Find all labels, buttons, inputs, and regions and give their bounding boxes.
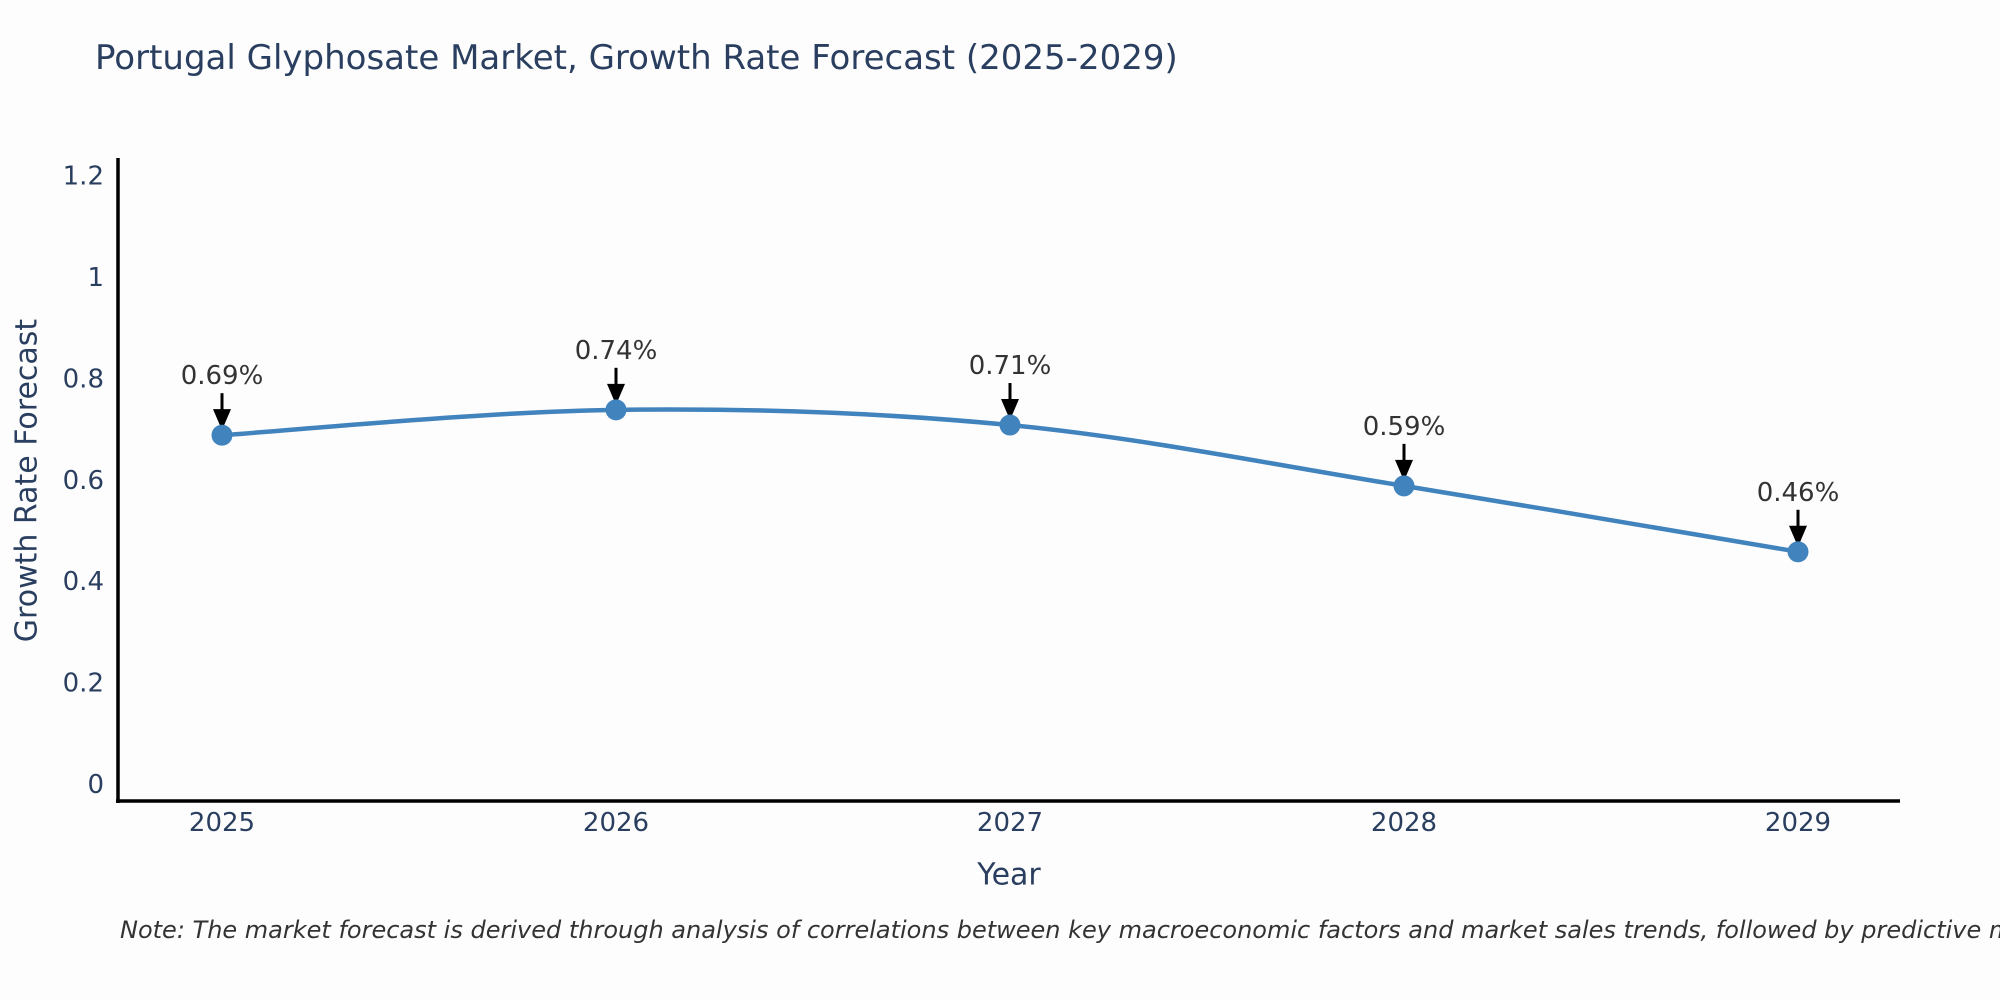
annotation-arrowhead (1789, 525, 1807, 547)
y-tick-label: 0.2 (63, 669, 104, 699)
x-tick-label: 2027 (977, 808, 1043, 838)
x-tick-label: 2025 (189, 808, 255, 838)
x-tick-label: 2029 (1765, 808, 1831, 838)
data-point-marker (999, 414, 1021, 436)
y-tick-label: 0 (87, 770, 104, 800)
annotation-arrowhead (607, 383, 625, 405)
annotation-arrowhead (1001, 399, 1019, 421)
y-tick-label: 1.2 (63, 162, 104, 192)
footnote: Note: The market forecast is derived thr… (120, 916, 2000, 944)
annotation-arrowhead (1395, 459, 1413, 481)
chart-title: Portugal Glyphosate Market, Growth Rate … (95, 38, 1178, 78)
annotation-label: 0.46% (1757, 478, 1840, 508)
data-point-marker (1787, 541, 1809, 563)
y-tick-label: 0.6 (63, 466, 104, 496)
y-tick-label: 0.8 (63, 364, 104, 394)
annotation-label: 0.69% (181, 361, 264, 391)
x-axis-title: Year (976, 858, 1041, 893)
annotation-label: 0.74% (575, 336, 658, 366)
x-tick-label: 2026 (583, 808, 649, 838)
x-tick-label: 2028 (1371, 808, 1437, 838)
y-axis-title: Growth Rate Forecast (10, 319, 45, 643)
data-point-marker (1393, 475, 1415, 497)
y-tick-label: 1 (87, 263, 104, 293)
data-point-marker (211, 424, 233, 446)
data-point-marker (605, 399, 627, 421)
annotation-label: 0.71% (969, 351, 1052, 381)
annotation-arrowhead (213, 409, 231, 431)
annotation-label: 0.59% (1363, 412, 1446, 442)
y-tick-label: 0.4 (63, 567, 104, 597)
